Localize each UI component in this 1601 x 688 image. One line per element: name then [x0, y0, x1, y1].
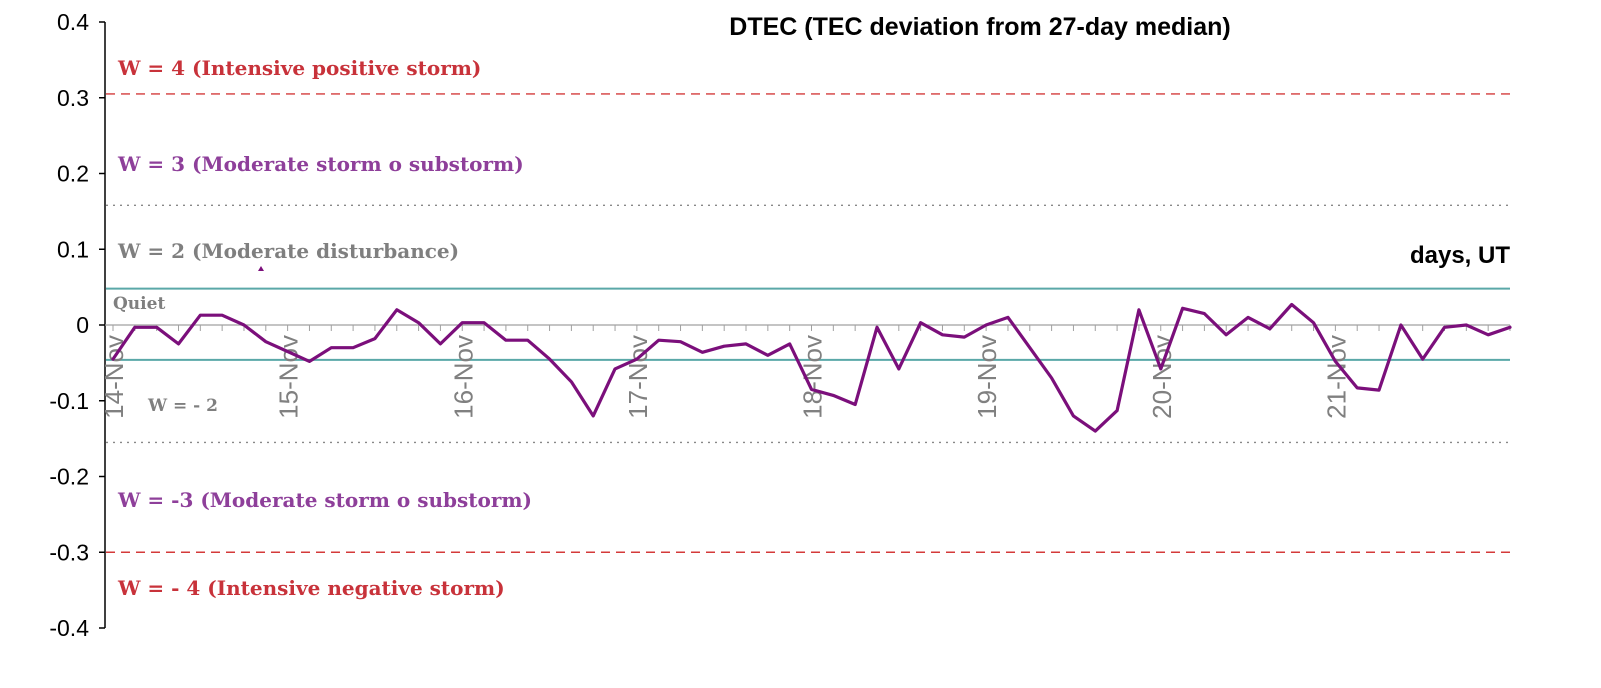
chart-title: DTEC (TEC deviation from 27-day median) — [729, 13, 1230, 41]
x-tick-label: 16-Nov — [448, 335, 478, 419]
x-tick-label: 19-Nov — [972, 335, 1002, 419]
annotation-w4: W = 4 (Intensive positive storm) — [117, 56, 481, 80]
annotation-w-minus-3: W = -3 (Moderate storm o substorm) — [117, 488, 532, 512]
annotation-w3: W = 3 (Moderate storm o substorm) — [117, 152, 524, 176]
y-tick-label: 0.3 — [57, 85, 89, 111]
x-tick-label: 18-Nov — [798, 335, 828, 419]
annotation-quiet: Quiet — [113, 294, 165, 314]
annotation-w-minus-4: W = - 4 (Intensive negative storm) — [117, 576, 505, 600]
y-tick-label: -0.2 — [49, 464, 89, 490]
y-tick-label: 0.2 — [57, 161, 89, 187]
y-tick-label: -0.1 — [49, 388, 89, 414]
y-tick-label: 0.1 — [57, 236, 89, 262]
y-tick-label: 0.4 — [57, 9, 89, 35]
axes: 0.40.30.20.10-0.1-0.2-0.3-0.414-Nov 15-No… — [49, 9, 1511, 641]
small-marker — [258, 266, 264, 271]
annotation-w-minus-2: W = - 2 — [147, 396, 218, 416]
y-tick-label: -0.4 — [49, 615, 89, 641]
x-tick-label: 14-Nov — [99, 335, 129, 419]
dtec-series-line-0 — [111, 302, 1512, 433]
threshold-lines — [106, 93, 1510, 553]
y-tick-label: -0.3 — [49, 539, 89, 565]
annotation-w2: W = 2 (Moderate disturbance) — [117, 239, 459, 263]
x-axis-label: days, UT — [1410, 242, 1510, 269]
y-tick-label: 0 — [76, 312, 89, 338]
series-group — [111, 302, 1512, 433]
